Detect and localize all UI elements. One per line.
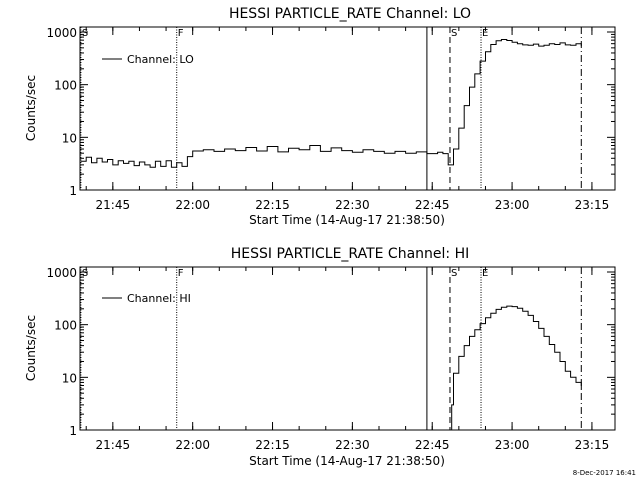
legend-label: Channel: HI [127, 292, 191, 305]
x-tick-label: 22:30 [335, 198, 370, 212]
series-line [450, 305, 582, 431]
x-tick-label: 22:00 [175, 438, 210, 452]
event-marker-label: F [178, 268, 184, 279]
event-marker-label: S [451, 268, 457, 279]
y-axis-label: Counts/sec [24, 315, 38, 381]
event-marker-label: E [482, 28, 488, 39]
x-tick-label: 22:15 [255, 438, 290, 452]
series-lines [450, 305, 582, 431]
event-marker-label: S [82, 268, 88, 279]
y-tick-label: 100 [54, 79, 77, 93]
x-ticks: 21:45 22:00 22:15 22:30 22:45 23:00 23:15 [85, 267, 610, 452]
y-tick-label: 1 [69, 424, 77, 438]
x-tick-label: 22:15 [255, 198, 290, 212]
legend: Channel: LO [102, 53, 194, 66]
x-axis-label: Start Time (14-Aug-17 21:38:50) [249, 454, 445, 468]
x-tick-label: 22:30 [335, 438, 370, 452]
x-tick-label: 21:45 [96, 198, 131, 212]
x-tick-label: 21:45 [96, 438, 131, 452]
x-tick-label: 23:15 [575, 198, 610, 212]
series-lines [80, 39, 582, 168]
legend-label: Channel: LO [127, 53, 194, 66]
x-tick-label: 23:15 [575, 438, 610, 452]
y-tick-label: 1000 [46, 26, 77, 40]
plot-frame [79, 26, 616, 191]
event-marker-label: S [82, 28, 88, 39]
chart-title: HESSI PARTICLE_RATE Channel: HI [231, 246, 469, 262]
y-ticks: 1 10 100 1000 [46, 266, 615, 438]
legend: Channel: HI [102, 292, 191, 305]
event-marker-label: S [451, 28, 457, 39]
x-tick-label: 22:45 [415, 438, 450, 452]
y-tick-label: 100 [54, 319, 77, 333]
y-tick-label: 10 [62, 131, 77, 145]
y-tick-label: 10 [62, 371, 77, 385]
x-tick-label: 23:00 [495, 198, 530, 212]
event-marker-label: F [178, 28, 184, 39]
x-tick-label: 22:45 [415, 198, 450, 212]
event-marker-label: E [482, 268, 488, 279]
lo-channel-panel: HESSI PARTICLE_RATE Channel: LO Counts/s… [24, 6, 616, 227]
x-axis-label: Start Time (14-Aug-17 21:38:50) [249, 213, 445, 227]
chart-title: HESSI PARTICLE_RATE Channel: LO [229, 6, 471, 22]
y-axis-label: Counts/sec [24, 75, 38, 141]
y-tick-label: 1000 [46, 266, 77, 280]
y-tick-label: 1 [69, 184, 77, 198]
series-line [80, 39, 582, 168]
date-stamp: 8-Dec-2017 16:41 [573, 469, 636, 477]
x-ticks: 21:45 22:00 22:15 22:30 22:45 23:00 23:15 [85, 27, 610, 212]
x-tick-label: 23:00 [495, 438, 530, 452]
plot-frame [79, 266, 616, 431]
y-ticks: 1 10 100 1000 [46, 26, 615, 198]
hi-channel-panel: HESSI PARTICLE_RATE Channel: HI Counts/s… [24, 246, 616, 468]
x-tick-label: 22:00 [175, 198, 210, 212]
